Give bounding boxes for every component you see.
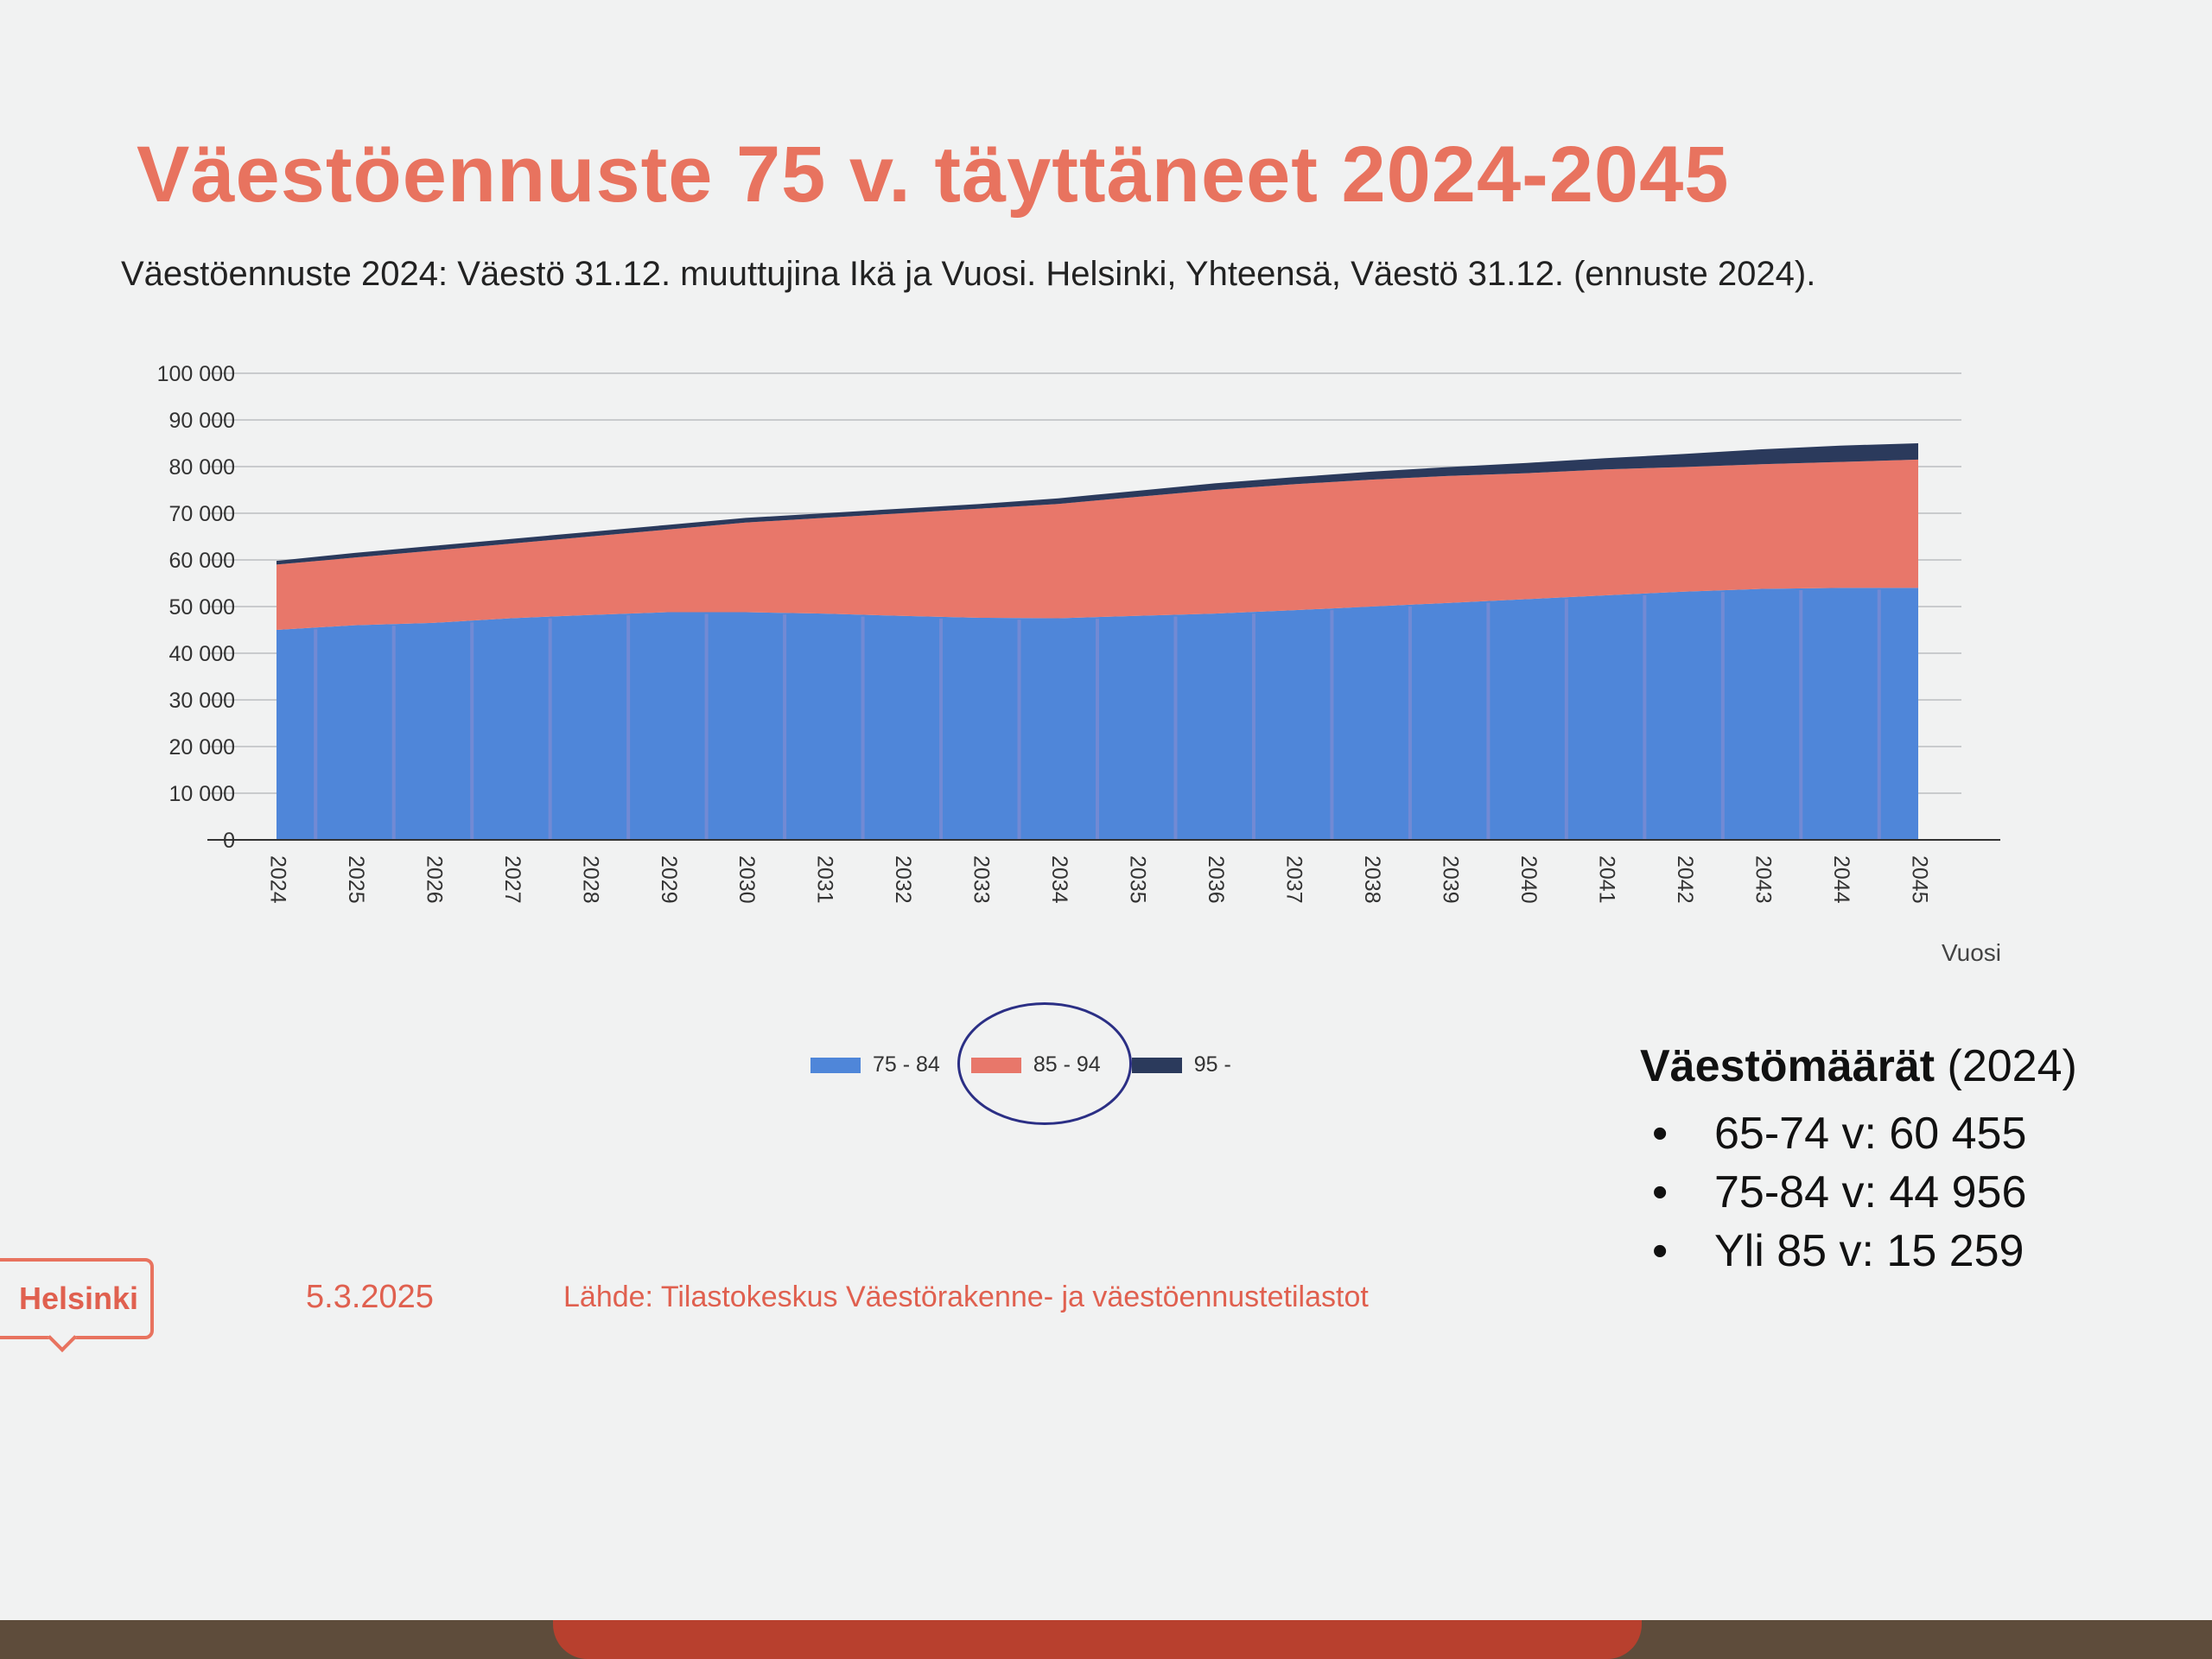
stats-list: • 65-74 v: 60 455 • 75-84 v: 44 956 • Yli 8…	[1640, 1104, 2077, 1281]
x-tick-label: 2030	[734, 855, 759, 904]
hand-drawn-circle	[957, 1002, 1132, 1125]
x-tick-label: 2033	[969, 855, 994, 904]
x-tick-label: 2039	[1439, 855, 1463, 904]
population-stats: Väestömäärät (2024) • 65-74 v: 60 455 • 75…	[1640, 1040, 2077, 1281]
x-tick-label: 2026	[422, 855, 446, 904]
red-object	[553, 1620, 1642, 1659]
helsinki-logo: Helsinki	[0, 1258, 154, 1352]
x-tick-label: 2029	[657, 855, 681, 904]
y-tick-label: 60 000	[169, 549, 235, 573]
footer-date: 5.3.2025	[306, 1279, 434, 1315]
x-tick-label: 2024	[265, 855, 289, 904]
x-tick-label: 2032	[891, 855, 915, 904]
x-tick-label: 2045	[1907, 855, 1931, 904]
legend-label: 75 - 84	[873, 1052, 940, 1077]
y-tick-label: 80 000	[169, 455, 235, 480]
x-tick-label: 2036	[1204, 855, 1228, 904]
x-tick-label: 2042	[1673, 855, 1697, 904]
x-tick-label: 2027	[500, 855, 524, 904]
series-area-2	[276, 459, 1918, 630]
y-tick-label: 10 000	[169, 782, 235, 806]
stats-item-text: Yli 85 v: 15 259	[1714, 1226, 2024, 1276]
x-tick-label: 2037	[1282, 855, 1306, 904]
stats-item: • Yli 85 v: 15 259	[1640, 1222, 2077, 1281]
bullet-icon: •	[1652, 1109, 1669, 1159]
logo-notch	[48, 1323, 77, 1352]
x-tick-label: 2043	[1751, 855, 1775, 904]
bullet-icon: •	[1652, 1167, 1669, 1217]
stats-item: • 65-74 v: 60 455	[1640, 1104, 2077, 1163]
table-surface	[0, 1620, 2212, 1659]
legend-item: 85 - 94	[970, 1052, 1101, 1077]
bullet-icon: •	[1652, 1226, 1669, 1276]
legend-swatch	[1131, 1057, 1182, 1073]
paper-sheet: Väestöennuste 75 v. täyttäneet 2024-2045…	[0, 0, 2212, 1620]
legend-swatch	[970, 1057, 1021, 1073]
chart-legend: 75 - 84 85 - 94 95 -	[810, 1052, 1231, 1077]
page-title: Väestöennuste 75 v. täyttäneet 2024-2045	[137, 130, 1730, 219]
x-tick-label: 2034	[1047, 855, 1071, 904]
stats-heading-bold: Väestömäärät	[1640, 1041, 1936, 1091]
x-tick-label: 2044	[1829, 855, 1853, 904]
y-tick-label: 90 000	[169, 409, 235, 433]
x-tick-label: 2035	[1126, 855, 1150, 904]
x-tick-label: 2028	[578, 855, 602, 904]
stats-item-text: 65-74 v: 60 455	[1714, 1109, 2027, 1159]
stats-item-text: 75-84 v: 44 956	[1714, 1167, 2027, 1217]
y-tick-label: 40 000	[169, 642, 235, 666]
series-area-3	[276, 443, 1918, 565]
legend-swatch	[810, 1057, 861, 1073]
footer-source: Lähde: Tilastokeskus Väestörakenne- ja v…	[563, 1281, 1369, 1313]
legend-label: 95 -	[1193, 1052, 1231, 1077]
legend-item: 75 - 84	[810, 1052, 940, 1077]
stats-item: • 75-84 v: 44 956	[1640, 1163, 2077, 1222]
y-tick-label: 70 000	[169, 502, 235, 526]
x-tick-label: 2038	[1360, 855, 1384, 904]
y-tick-label: 30 000	[169, 689, 235, 713]
y-tick-label: 100 000	[157, 362, 235, 386]
x-tick-label: 2031	[813, 855, 837, 904]
logo-text: Helsinki	[18, 1281, 139, 1316]
stats-heading-year: (2024)	[1935, 1041, 2077, 1091]
chart-subtitle: Väestöennuste 2024: Väestö 31.12. muuttu…	[121, 255, 1816, 293]
x-tick-label: 2025	[344, 855, 368, 904]
legend-label: 85 - 94	[1033, 1052, 1101, 1077]
stats-heading: Väestömäärät (2024)	[1640, 1040, 2077, 1092]
y-tick-label: 50 000	[169, 595, 235, 620]
legend-item: 95 -	[1131, 1052, 1231, 1077]
x-tick-label: 2041	[1594, 855, 1618, 904]
y-tick-label: 20 000	[169, 735, 235, 760]
x-tick-label: 2040	[1516, 855, 1541, 904]
x-axis-title: Vuosi	[1942, 939, 2001, 966]
